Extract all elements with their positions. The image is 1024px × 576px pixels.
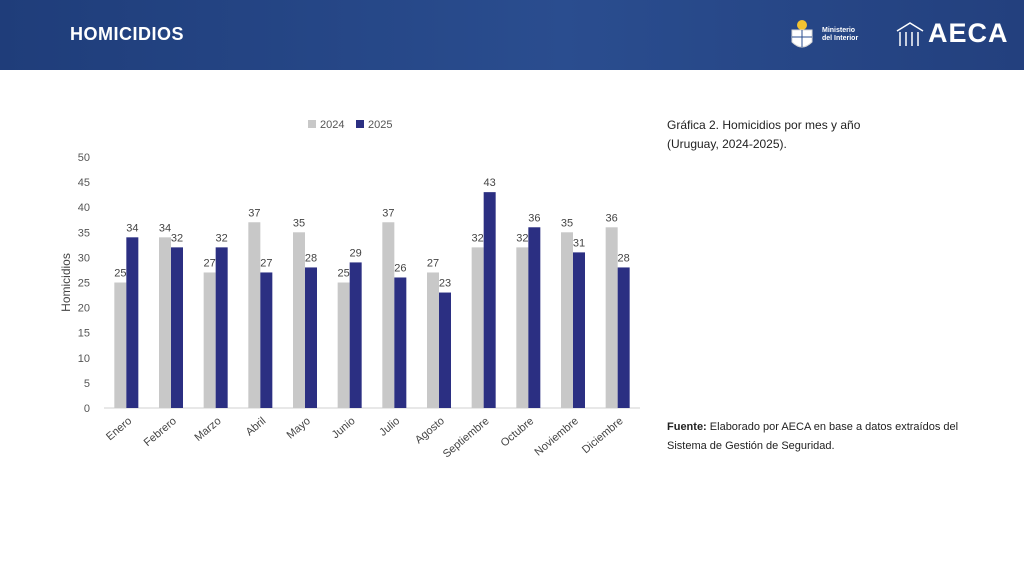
bar-2025	[573, 252, 585, 408]
data-label-2024: 27	[427, 257, 439, 269]
x-tick-label: Marzo	[192, 415, 223, 444]
y-tick-label: 45	[78, 177, 90, 189]
source-note: Fuente: Elaborado por AECA en base a dat…	[667, 418, 987, 456]
y-tick-label: 5	[84, 378, 90, 390]
y-tick-label: 0	[84, 403, 90, 415]
x-tick-label: Febrero	[142, 415, 179, 449]
legend-label-2024: 2024	[320, 119, 344, 131]
bar-2024	[248, 222, 261, 408]
chart-container: 0 5 10 15 20 25 30 35 40 45 50 Homicidios 25 34 Enero 3…	[40, 100, 660, 490]
data-label-2025: 31	[573, 237, 585, 249]
y-tick-label: 50	[78, 152, 90, 164]
data-label-2024: 35	[293, 217, 305, 229]
data-label-2025: 28	[618, 252, 630, 264]
data-label-2025: 23	[439, 278, 451, 290]
x-tick-label: Junio	[330, 415, 358, 441]
x-tick-label: Enero	[104, 415, 134, 443]
bar-2025	[305, 267, 317, 408]
bar-2024	[203, 272, 216, 408]
legend-label-2025: 2025	[368, 119, 392, 131]
page-title: HOMICIDIOS	[70, 24, 185, 44]
bar-2025	[126, 237, 139, 408]
data-label-2024: 37	[248, 207, 260, 219]
bar-2025	[260, 272, 273, 408]
coat-of-arms-icon	[791, 20, 813, 48]
ministerio-logo: Ministerio del Interior	[786, 16, 870, 54]
bar-2024	[159, 237, 171, 408]
ministerio-line1: Ministerio	[822, 27, 856, 34]
ministerio-line2: del Interior	[822, 35, 859, 42]
data-label-2025: 28	[305, 252, 317, 264]
y-tick-label: 40	[78, 202, 90, 214]
bar-2024	[427, 272, 439, 408]
source-text: Elaborado por AECA en base a datos extra…	[667, 421, 959, 452]
legend-swatch-2025	[356, 120, 364, 128]
bar-2024	[471, 247, 484, 408]
bar-2025	[617, 267, 630, 408]
bar-2024	[382, 222, 395, 408]
y-tick-label: 25	[78, 278, 90, 290]
y-tick-label: 30	[78, 252, 90, 264]
y-tick-label: 35	[78, 227, 90, 239]
x-tick-label: Noviembre	[532, 415, 580, 458]
bar-2025	[394, 277, 407, 408]
header-bar: HOMICIDIOS Ministerio del Interior AECA	[0, 0, 1024, 70]
x-tick-label: Septiembre	[441, 415, 492, 460]
bar-2025	[349, 262, 362, 408]
y-tick-label: 10	[78, 353, 90, 365]
bar-2024	[605, 227, 618, 408]
data-label-2025: 43	[484, 177, 496, 189]
data-label-2024: 25	[114, 268, 126, 280]
data-label-2025: 26	[394, 262, 406, 274]
bar-2025	[171, 247, 183, 408]
caption-line1: Gráfica 2. Homicidios por mes y año	[667, 118, 861, 132]
building-columns-icon	[896, 21, 924, 46]
data-label-2024: 25	[338, 268, 350, 280]
source-label: Fuente:	[667, 421, 707, 433]
bar-2024	[561, 232, 573, 408]
aeca-logo: AECA	[896, 18, 1009, 49]
bar-2024	[516, 247, 529, 408]
bar-2024	[337, 282, 350, 408]
x-tick-label: Julio	[377, 415, 402, 439]
data-label-2025: 36	[528, 212, 540, 224]
bar-2025	[528, 227, 541, 408]
x-tick-label: Octubre	[499, 415, 537, 449]
data-label-2025: 27	[260, 257, 272, 269]
caption-line2: (Uruguay, 2024-2025).	[667, 137, 787, 151]
data-label-2024: 32	[472, 232, 484, 244]
bar-2025	[439, 292, 451, 408]
data-label-2024: 37	[382, 207, 394, 219]
bar-2024	[293, 232, 305, 408]
aeca-brand-text: AECA	[928, 18, 1009, 48]
x-tick-label: Diciembre	[580, 415, 626, 456]
x-tick-label: Agosto	[413, 415, 447, 446]
y-tick-label: 20	[78, 303, 90, 315]
data-label-2024: 36	[606, 212, 618, 224]
data-label-2025: 32	[171, 232, 183, 244]
data-label-2024: 35	[561, 217, 573, 229]
bar-2025	[215, 247, 228, 408]
bar-2024	[114, 282, 127, 408]
data-label-2024: 34	[159, 222, 171, 234]
x-tick-label: Mayo	[285, 415, 313, 441]
y-tick-label: 15	[78, 328, 90, 340]
chart-caption: Gráfica 2. Homicidios por mes y año (Uru…	[667, 116, 967, 154]
bar-2025	[483, 192, 496, 408]
data-label-2025: 34	[126, 222, 138, 234]
y-axis-label: Homicidios	[59, 253, 73, 312]
data-label-2025: 29	[350, 247, 362, 259]
data-label-2025: 32	[216, 232, 228, 244]
x-tick-label: Abril	[244, 415, 269, 438]
data-label-2024: 27	[204, 257, 216, 269]
legend-swatch-2024	[308, 120, 316, 128]
data-label-2024: 32	[516, 232, 528, 244]
